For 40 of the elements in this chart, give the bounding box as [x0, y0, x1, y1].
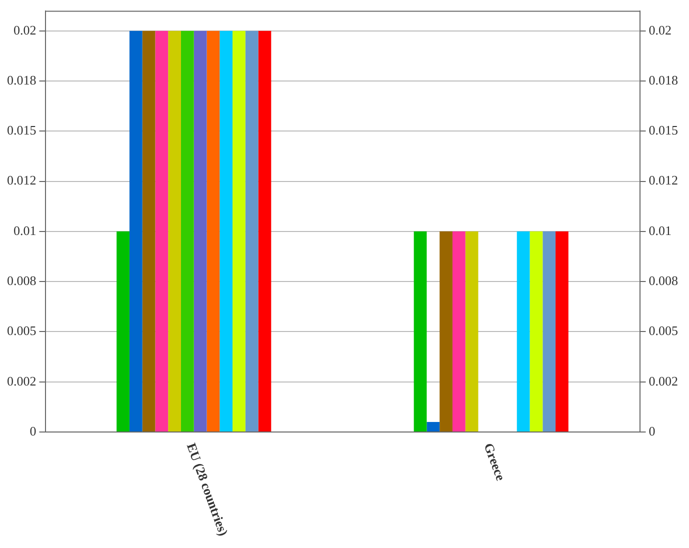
bar — [440, 231, 452, 432]
bar — [516, 231, 530, 432]
y-tick-label: 0.008 — [7, 272, 36, 288]
bar — [168, 30, 181, 432]
y2-tick-label: 0.018 — [648, 72, 678, 88]
y-tick-label: 0.005 — [7, 323, 36, 338]
y2-tick-label: 0.008 — [648, 272, 678, 288]
bar — [465, 231, 478, 432]
bar — [542, 231, 556, 432]
y2-tick-label: 0.012 — [648, 172, 678, 188]
bar — [452, 231, 466, 432]
bar — [180, 30, 194, 432]
y-tick-label: 0.01 — [14, 222, 36, 238]
bar — [206, 30, 220, 432]
y2-tick-label: 0.002 — [648, 373, 678, 388]
x-tick-label: Greece — [481, 441, 509, 483]
y-tick-label: 0.02 — [14, 22, 36, 38]
y2-tick-label: 0.015 — [648, 122, 678, 138]
bar — [129, 30, 142, 432]
y-tick-label: 0 — [30, 423, 36, 438]
y-tick-label: 0.015 — [7, 122, 36, 138]
bar — [426, 422, 440, 432]
bar — [220, 30, 233, 432]
bar — [414, 231, 427, 432]
y2-tick-label: 0.005 — [648, 323, 678, 338]
bar — [530, 231, 543, 432]
y2-tick-label: 0.02 — [648, 22, 672, 38]
bar — [116, 231, 130, 432]
y-tick-label: 0.018 — [7, 72, 36, 88]
y2-tick-label: 0 — [648, 423, 656, 438]
bar — [155, 30, 168, 432]
bar — [258, 30, 272, 432]
y-tick-label: 0.002 — [7, 373, 36, 388]
bar — [194, 30, 207, 432]
bar — [142, 30, 156, 432]
bar — [556, 231, 568, 432]
y-tick-label: 0.012 — [7, 172, 36, 188]
y2-tick-label: 0.01 — [648, 222, 672, 238]
bar — [232, 30, 246, 432]
bar — [245, 30, 258, 432]
